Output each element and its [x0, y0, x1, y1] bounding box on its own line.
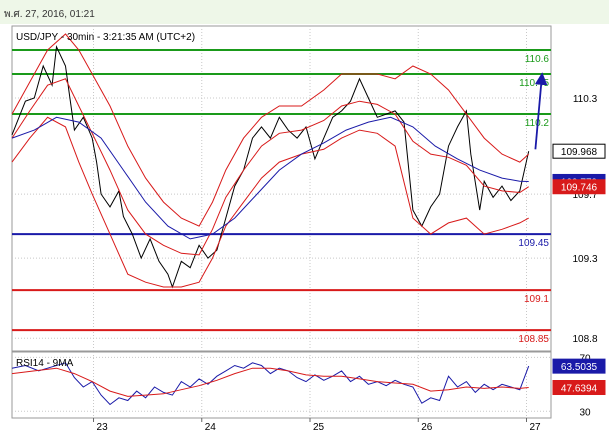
price-tag-label: 109.968 [561, 147, 598, 158]
level-label: 109.1 [524, 294, 549, 305]
x-tick-label: 26 [421, 422, 433, 433]
y-tick-label: 109.7 [572, 190, 597, 201]
chart-title: RSI14 - 9MA [16, 358, 74, 369]
series-line [11, 116, 529, 288]
rsi-panel-frame [11, 351, 552, 419]
price-tag [552, 179, 606, 195]
forecast-arrow [534, 72, 548, 150]
price-tag [552, 143, 606, 159]
series-line [11, 33, 530, 227]
level-label: 110.45 [519, 78, 549, 89]
price-tag [552, 358, 606, 374]
x-tick-label: 23 [97, 422, 109, 433]
y-tick-label: 110.3 [573, 94, 598, 105]
x-tick-label: 27 [530, 422, 542, 433]
price-tag [552, 380, 606, 396]
y-tick-label: 109.3 [572, 254, 597, 265]
level-label: 108.85 [518, 334, 549, 345]
timestamp: พ.ศ. 27, 2016, 01:21 [4, 9, 95, 20]
series-line [11, 116, 529, 240]
level-label: 109.45 [518, 238, 549, 249]
level-label: 110.6 [525, 54, 550, 65]
x-tick-label: 24 [205, 422, 217, 433]
header-bar: พ.ศ. 27, 2016, 01:21 [0, 0, 609, 24]
price-panel: 110.3109.7109.3108.8110.6110.45110.2109.… [11, 25, 606, 352]
price-tag-label: 63.5035 [561, 362, 598, 373]
chart-title: USD/JPY - 30min - 3:21:35 AM (UTC+2) [16, 32, 195, 43]
y-tick-label: 30 [579, 407, 591, 418]
series-line [11, 362, 530, 406]
price-panel-frame [11, 25, 552, 352]
series-line [11, 78, 529, 256]
price-tag-label: 47.6394 [561, 384, 598, 395]
series-line [11, 44, 530, 289]
series-line [11, 367, 529, 397]
price-tag-label: 109.746 [561, 183, 598, 194]
y-tick-label: 108.8 [572, 334, 597, 345]
x-tick-label: 25 [313, 422, 325, 433]
